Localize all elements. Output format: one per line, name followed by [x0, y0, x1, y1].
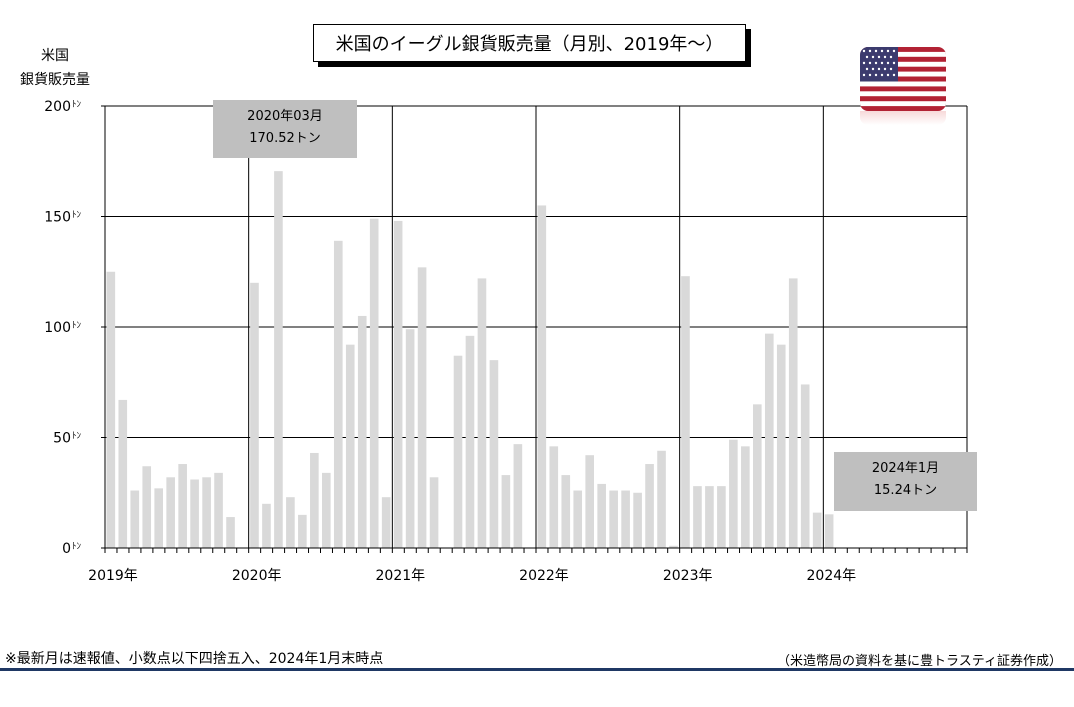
x-tick-label: 2023年 [663, 568, 713, 584]
bar [705, 486, 714, 548]
bar [226, 517, 235, 548]
chart-title: 米国のイーグル銀貨販売量（月別、2019年～） [313, 24, 746, 62]
y-tick-unit: ﾄﾝ [72, 321, 82, 331]
bar [513, 444, 523, 548]
x-tick-label: 2021年 [376, 568, 426, 584]
source-note: （米造幣局の資料を基に豊トラスティ証券作成） [777, 654, 1062, 669]
bar [824, 514, 834, 548]
bar [154, 488, 164, 548]
y-tick-label: 100 [44, 320, 71, 336]
bar [776, 344, 786, 548]
bar [262, 503, 271, 548]
bar [345, 344, 355, 548]
bar [369, 218, 379, 548]
bar [142, 466, 152, 548]
bar [429, 477, 439, 548]
bar [788, 278, 798, 548]
us-flag-icon [860, 47, 946, 111]
bar [681, 276, 690, 548]
bar [621, 490, 630, 548]
bar [106, 271, 116, 548]
y-tick-label: 50 [53, 431, 71, 447]
bar [130, 490, 140, 548]
bar [310, 452, 319, 548]
y-tick-unit: ﾄﾝ [72, 542, 82, 552]
bar [274, 171, 283, 548]
bar [753, 404, 762, 548]
bar [298, 514, 307, 548]
bar [764, 333, 774, 548]
bar [561, 475, 571, 548]
bar [357, 315, 367, 548]
bar [657, 450, 666, 548]
y-tick-label: 200 [44, 99, 71, 115]
bar [166, 477, 175, 548]
y-axis-label: 米国 銀貨販売量 [20, 48, 90, 88]
bar [693, 486, 702, 548]
bar [118, 399, 128, 548]
footer-rule [0, 668, 1074, 671]
footnote: ※最新月は速報値、小数点以下四捨五入、2024年1月末時点 [5, 651, 384, 667]
bar [393, 220, 403, 549]
bar [214, 472, 223, 548]
y-tick-label: 150 [44, 210, 71, 226]
bar [741, 446, 750, 548]
bar [381, 497, 391, 548]
bar [597, 483, 606, 548]
bar [250, 282, 259, 548]
annotation-latest: 2024年1月 15.24トン [834, 452, 977, 511]
bar [800, 384, 810, 548]
bar [322, 472, 331, 548]
bar [717, 486, 726, 548]
y-tick-unit: ﾄﾝ [72, 211, 82, 221]
bar [417, 267, 427, 548]
flag-reflection [860, 111, 946, 125]
bar [609, 490, 618, 548]
x-tick-label: 2019年 [88, 568, 138, 584]
x-tick-label: 2020年 [232, 568, 282, 584]
x-tick-label: 2024年 [807, 568, 857, 584]
bar [489, 360, 499, 548]
x-tick-label: 2022年 [519, 568, 569, 584]
bar [573, 490, 583, 548]
bar [453, 355, 463, 548]
bar [202, 477, 211, 548]
bar [333, 240, 343, 548]
bar [405, 329, 415, 548]
bar [645, 464, 654, 548]
bar [729, 439, 738, 548]
annotation-peak: 2020年03月 170.52トン [213, 100, 357, 158]
bar [585, 455, 595, 548]
bar [190, 479, 199, 548]
y-tick-label: 0 [62, 541, 71, 557]
y-tick-unit: ﾄﾝ [72, 432, 82, 442]
y-tick-unit: ﾄﾝ [72, 100, 82, 110]
bar [549, 446, 559, 548]
bar [178, 464, 187, 548]
bar [669, 545, 678, 548]
bar [465, 335, 475, 548]
bar [501, 475, 511, 548]
bar [633, 492, 642, 548]
bar [477, 278, 487, 548]
bar [812, 512, 822, 548]
bar [537, 205, 547, 548]
bar [286, 497, 295, 548]
